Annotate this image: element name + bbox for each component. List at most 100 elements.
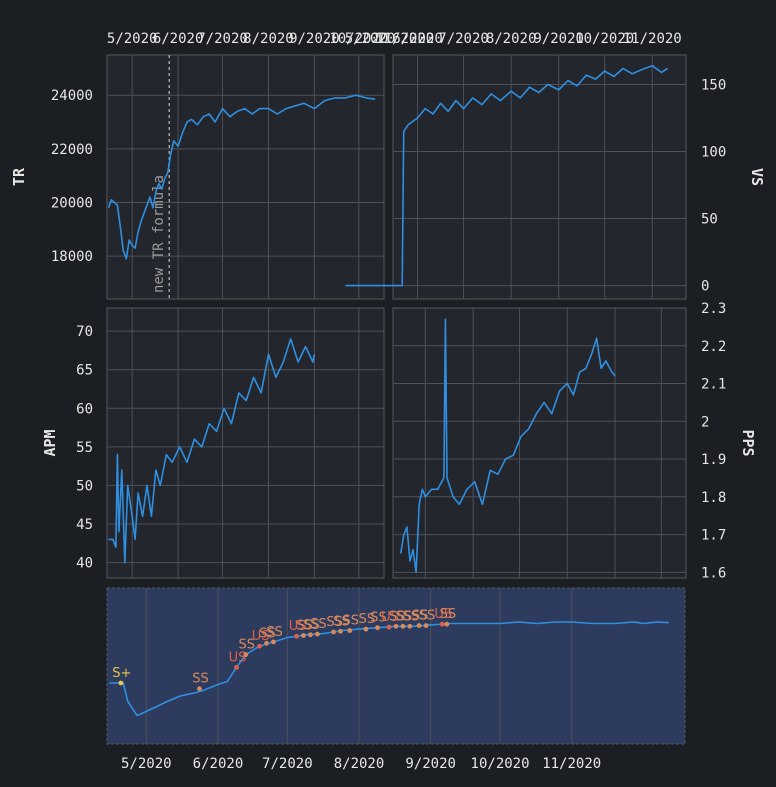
rank-marker-dot [423,623,429,628]
rank-marker-dot [363,626,369,632]
x-tick-label: 5/2020 [345,31,396,47]
y-tick-label: 1.9 [701,452,726,468]
rank-marker-dot [375,625,380,631]
y-tick-label: 2.3 [701,301,726,317]
chart-panel-apm: 70 65 60 55 50 45 40 APM [41,307,385,579]
y-tick-label: 22000 [51,142,93,158]
x-tick-label: 9/2020 [533,31,584,47]
x-tick-label: 10/2020 [471,756,530,772]
rank-marker-label: SS [396,609,413,624]
annotation-text: new TR formula [151,175,167,293]
y-axis-label: APM [41,429,59,456]
x-tick-label: 5/2020 [107,31,158,47]
y-axis-label: PPS [739,429,757,456]
x-tick-label: 7/2020 [262,756,313,772]
rank-marker-dot [407,623,413,629]
y-tick-label: 1.6 [701,565,726,581]
x-tick-label: 7/2020 [438,31,489,47]
rank-marker-dot [118,680,124,686]
rank-marker-label: SS [389,609,406,624]
series-line [399,318,616,574]
x-tick-label: 6/2020 [153,31,204,47]
y-tick-label: 65 [76,363,93,379]
y-tick-label: 100 [701,145,726,161]
y-tick-label: 45 [76,517,93,533]
chart-panel-vs: 1501005005/20206/20207/20208/20209/20201… [345,31,766,300]
rank-marker-label: SS [310,617,327,632]
y-tick-label: 50 [76,478,93,494]
rank-marker-dot [444,621,450,627]
rank-marker-dot [400,623,406,629]
x-tick-label: 6/2020 [392,31,443,47]
rank-marker-dot [416,623,422,628]
rank-marker-dot [197,686,202,692]
series-line [107,94,376,260]
y-tick-label: 150 [701,77,726,93]
y-tick-label: 60 [76,401,93,417]
rank-marker-label: US [252,629,270,644]
rank-marker-label: SS [259,626,276,641]
rank-marker-label: SS [326,615,343,630]
rank-marker-label: US [381,610,399,625]
rank-marker-dot [386,624,392,630]
y-tick-label: 20000 [51,195,93,211]
y-axis-label: TR [10,167,28,186]
y-tick-label: 0 [701,279,709,295]
y-tick-label: 70 [76,324,93,340]
plot-area [106,587,686,745]
rank-marker-dot [301,633,306,638]
y-tick-label: 50 [701,212,718,228]
rank-marker-label: SS [419,609,436,624]
x-tick-label: 10/2020 [575,31,634,47]
plot-area [106,307,385,579]
rank-marker-label: SS [266,625,283,640]
series-line [345,64,669,287]
rank-marker-dot [257,643,262,649]
y-tick-label: 1.8 [701,490,726,506]
rank-marker-dot [294,633,299,639]
rank-marker-dot [234,665,239,670]
x-tick-label: 11/2020 [375,31,434,47]
rank-marker-label: S+ [112,666,131,681]
rank-marker-label: SS [370,611,387,626]
y-tick-label: 18000 [51,249,93,265]
chart-panel-tr: 240002200020000180005/20206/20207/20208/… [10,31,434,300]
rank-marker-label: SS [359,612,376,627]
rank-marker-dot [271,639,276,645]
y-tick-label: 1.7 [701,528,726,544]
rank-marker-label: SS [192,672,209,687]
x-tick-label: 6/2020 [193,756,244,772]
x-tick-label: 9/2020 [289,31,340,47]
y-tick-label: 2.1 [701,377,726,393]
rank-marker-label: SS [303,618,320,633]
rank-marker-dot [331,629,336,635]
y-tick-label: 2 [701,414,709,430]
rank-marker-label: SS [440,607,457,622]
x-tick-label: 8/2020 [486,31,537,47]
x-tick-label: 7/2020 [197,31,248,47]
rank-marker-dot [308,632,313,638]
rank-marker-dot [243,652,249,658]
y-tick-label: 2.2 [701,339,726,355]
rank-marker-label: SS [403,609,420,624]
x-tick-label: 9/2020 [405,756,456,772]
series-line [108,338,316,564]
rank-marker-label: SS [333,614,350,629]
y-axis-label: VS [748,168,766,186]
x-tick-label: 11/2020 [542,756,601,772]
rank-marker-label: SS [296,619,313,634]
x-tick-label: 11/2020 [623,31,682,47]
y-tick-label: 24000 [51,88,93,104]
rank-marker-label: SS [412,609,429,624]
rank-marker-label: US [289,619,307,634]
rank-marker-label: SS [238,638,255,653]
rank-marker-dot [264,640,269,646]
rank-marker-dot [393,623,399,629]
rank-marker-label: US [434,607,452,622]
x-tick-label: 5/2020 [121,756,172,772]
rank-marker-dot [347,628,353,633]
x-tick-label: 10/2020 [329,31,388,47]
y-tick-label: 55 [76,440,93,456]
rank-marker-label: SS [343,614,360,629]
